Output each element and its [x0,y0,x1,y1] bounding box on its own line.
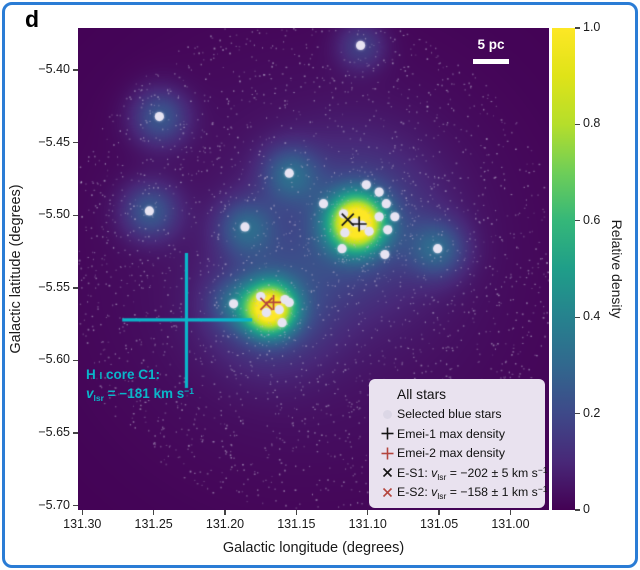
x-tick-label: 131.20 [205,517,245,531]
y-tick-label: −5.65 [38,425,70,440]
colorbar-tick-mark [575,412,580,415]
x-tick-mark [152,510,155,515]
x-axis-label: Galactic longitude (degrees) [222,540,405,556]
colorbar-tick-mark [575,27,580,29]
legend-item-label: E-S2: vlsr = −158 ± 1 km s−1 [397,484,548,502]
x-tick-mark [367,510,369,515]
legend-item: E-S1: vlsr = −202 ± 5 km s−1 [377,463,548,483]
legend-item: Selected blue stars [377,405,537,425]
x-tick-mark [438,510,440,515]
colorbar-tick-label: 0.2 [583,405,601,420]
scalebar [473,59,509,64]
legend-item-label: E-S1: vlsr = −202 ± 5 km s−1 [397,464,548,482]
colorbar-tick-label: 0.6 [583,212,601,227]
x-tick-label: 131.15 [277,517,316,531]
legend-item-label: Emei-2 max density [397,446,505,461]
panel-label: d [25,6,40,32]
y-tick-label: −5.60 [38,352,70,367]
x-tick-mark [509,510,512,515]
y-tick-mark [73,432,78,434]
colorbar-tick-mark [575,509,580,511]
hi-core-annotation: H I core C1: vlsr = −181 km s−1 [86,366,194,404]
y-axis-label: Galactic latitude (degrees) [8,184,24,354]
legend: All stars Selected blue stars Emei-1 max d… [369,379,548,508]
x-tick-label: 131.30 [63,517,102,531]
colorbar-tick-mark [575,316,580,318]
y-tick-mark [73,359,78,362]
y-tick-mark [73,214,78,216]
plus-marker-icon [377,427,397,440]
colorbar-tick-label: 0.8 [583,116,601,131]
x-tick-label: 131.25 [134,517,173,531]
x-tick-mark [224,510,226,515]
colorbar-tick-label: 0.4 [583,309,601,324]
x-marker-icon [377,466,397,479]
x-tick-label: 131.00 [491,517,530,531]
plus-marker-icon [377,447,397,460]
hi-core-annotation-line1: H I core C1: [86,367,161,382]
legend-title-row: All stars [377,385,537,405]
blue-star-dot-icon [377,409,397,419]
y-tick-mark [73,504,78,507]
y-tick-mark [73,287,78,289]
legend-title: All stars [397,387,447,403]
colorbar [552,28,575,510]
legend-item: Emei-2 max density [377,444,537,464]
x-tick-mark [295,510,298,515]
hi-core-annotation-line2: vlsr = −181 km s−1 [86,386,194,403]
colorbar-tick-label: 0 [583,502,590,516]
x-tick-label: 131.10 [348,517,387,531]
legend-item: E-S2: vlsr = −158 ± 1 km s−1 [377,483,548,503]
colorbar-label: Relative density [609,219,625,319]
y-tick-mark [73,141,78,144]
y-tick-mark [73,69,78,71]
x-marker-icon [377,486,397,499]
y-tick-label: −5.55 [38,279,70,294]
y-tick-label: −5.50 [38,207,70,222]
x-tick-mark [81,510,83,515]
colorbar-tick-mark [575,220,580,222]
legend-item-label: Selected blue stars [397,407,502,422]
colorbar-tick-label: 1.0 [583,20,601,34]
legend-item: Emei-1 max density [377,424,537,444]
legend-item-label: Emei-1 max density [397,426,505,441]
x-tick-label: 131.05 [419,517,459,531]
scalebar-label: 5 pc [477,37,505,52]
y-tick-label: −5.40 [38,62,70,77]
y-tick-label: −5.70 [38,497,70,512]
y-tick-label: −5.45 [38,134,70,149]
colorbar-tick-mark [575,123,580,126]
